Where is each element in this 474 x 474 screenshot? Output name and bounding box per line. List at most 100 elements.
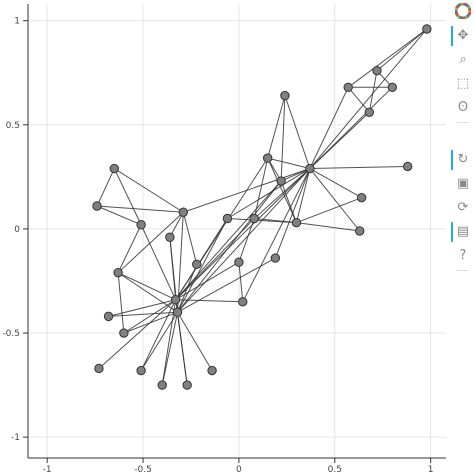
graph-node-15[interactable]: [249, 213, 259, 224]
graph-node-5[interactable]: [343, 82, 353, 93]
graph-node-9[interactable]: [402, 161, 413, 172]
graph-node-23[interactable]: [136, 220, 146, 230]
graph-node-6[interactable]: [387, 82, 398, 93]
graph-node-11[interactable]: [355, 226, 365, 236]
plot-background: [0, 0, 452, 474]
graph-edge-26: [267, 157, 297, 223]
graph-edges: [96, 28, 428, 386]
graph-edge-7: [309, 87, 349, 169]
graph-edge-13: [309, 168, 362, 199]
network-graph-plot[interactable]: -1 -0.5 0 0.5 1 1 0.5 0 -0.5 -1: [0, 0, 452, 474]
lasso-select-tool-icon[interactable]: ʘ: [457, 99, 469, 115]
graph-edge-17: [295, 168, 311, 223]
graph-edge-1: [347, 28, 428, 88]
graph-node-14[interactable]: [291, 217, 302, 228]
graph-edge-15: [267, 157, 310, 170]
graph-node-2[interactable]: [172, 307, 183, 317]
graph-node-28[interactable]: [119, 328, 129, 338]
x-tick-label: 0: [236, 465, 242, 474]
graph-edge-4: [368, 70, 378, 113]
graph-node-31[interactable]: [157, 380, 167, 390]
x-tick-label: -1: [43, 465, 52, 474]
graph-node-10[interactable]: [356, 192, 367, 203]
graph-edge-29: [280, 180, 297, 223]
graph-node-27[interactable]: [103, 311, 114, 322]
reset-tool-icon[interactable]: ⟳: [457, 199, 469, 215]
y-tick-label: 1: [14, 17, 20, 27]
bokeh-toolbar: ✥ ⌕ ⬚ ʘ ↻ ▣ ⟳ ▤?: [451, 0, 474, 474]
graph-node-13[interactable]: [276, 176, 286, 186]
help-tool-icon[interactable]: ?: [459, 247, 467, 263]
box-select-tool-icon[interactable]: ⬚: [456, 75, 470, 91]
graph-edge-40: [175, 261, 240, 301]
toolbar-separator: [457, 122, 469, 123]
graph-node-33[interactable]: [207, 365, 217, 376]
graph-edge-10: [284, 95, 311, 169]
graph-node-22[interactable]: [178, 207, 189, 217]
graph-edge-48: [96, 205, 142, 226]
graph-node-16[interactable]: [222, 213, 233, 224]
x-tick-label: -0.5: [134, 465, 152, 474]
graph-edge-35: [177, 180, 282, 313]
graph-node-24[interactable]: [165, 232, 175, 242]
graph-edge-50: [117, 211, 184, 274]
graph-node-20[interactable]: [109, 163, 119, 174]
graph-edge-67: [177, 311, 213, 371]
graph-edge-49: [117, 224, 142, 273]
graph-node-30[interactable]: [136, 365, 146, 376]
y-tick-label: -1: [11, 433, 20, 443]
graph-nodes[interactable]: [92, 24, 432, 390]
graph-edge-56: [182, 212, 198, 265]
graph-node-7[interactable]: [364, 107, 375, 117]
graph-node-8[interactable]: [280, 90, 290, 101]
graph-node-17[interactable]: [270, 253, 281, 263]
graph-edge-62: [140, 299, 177, 371]
graph-edge-64: [161, 312, 179, 386]
graph-node-25[interactable]: [113, 267, 123, 278]
graph-edge-19: [227, 168, 311, 219]
box-zoom-tool-icon[interactable]: ⌕: [459, 51, 467, 67]
graph-edge-44: [96, 168, 115, 207]
y-tick-label: 0: [14, 225, 20, 235]
graph-edge-55: [117, 272, 125, 334]
toolbar-separator: [457, 270, 469, 271]
graph-node-29[interactable]: [94, 363, 104, 374]
graph-node-4[interactable]: [372, 65, 382, 76]
graph-edge-33: [296, 197, 362, 224]
graph-edge-43: [175, 218, 255, 301]
graph-node-32[interactable]: [182, 380, 192, 390]
graph-edge-68: [140, 311, 178, 371]
wheel-zoom-tool-icon[interactable]: ↻: [451, 150, 472, 170]
graph-node-26[interactable]: [192, 259, 202, 270]
y-tick-label: 0.5: [6, 121, 20, 131]
pan-tool-icon[interactable]: ✥: [451, 26, 472, 46]
graph-edge-12: [309, 165, 408, 170]
graph-edge-47: [96, 205, 184, 213]
graph-edge-0: [376, 28, 428, 72]
graph-node-3[interactable]: [422, 24, 432, 34]
axes: [23, 4, 446, 463]
graph-edge-61: [98, 299, 176, 369]
graph-edge-34: [175, 180, 282, 301]
hover-tool-icon[interactable]: ▤: [451, 222, 472, 242]
save-tool-icon[interactable]: ▣: [456, 175, 470, 191]
graph-edge-42: [177, 218, 228, 313]
graph-edge-14: [309, 168, 361, 232]
tick-labels: -1 -0.5 0 0.5 1 1 0.5 0 -0.5 -1: [2, 17, 433, 474]
graph-edge-72: [175, 218, 228, 300]
grid-lines: [28, 4, 446, 458]
graph-node-18[interactable]: [234, 257, 244, 267]
graph-node-0[interactable]: [305, 163, 315, 174]
graph-node-1[interactable]: [170, 295, 181, 305]
x-tick-label: 1: [428, 465, 434, 474]
graph-edge-54: [117, 272, 176, 301]
x-tick-label: 0.5: [328, 465, 342, 474]
graph-node-12[interactable]: [262, 153, 273, 163]
graph-edge-9: [309, 86, 393, 169]
graph-edge-6: [347, 86, 370, 113]
graph-node-21[interactable]: [92, 201, 102, 211]
graph-edge-70: [117, 272, 178, 313]
graph-edge-25: [267, 95, 286, 159]
graph-node-19[interactable]: [238, 297, 248, 307]
graph-edge-41: [177, 257, 276, 313]
